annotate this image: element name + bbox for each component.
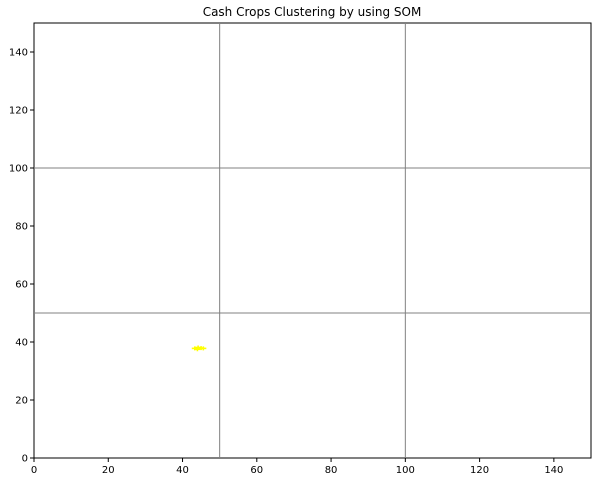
x-tick-label: 0: [31, 465, 37, 476]
grid-layer: [34, 23, 591, 458]
tick-layer: 0 20 40 60 80 100 120 140 0 20 40 60 80 100 120 140: [9, 48, 564, 477]
x-tick-label: 40: [176, 465, 189, 476]
plot-frame: [33, 22, 592, 459]
y-tick-label: 100: [9, 164, 28, 175]
scatter-point: [200, 346, 207, 351]
y-tick-label: 120: [9, 106, 28, 117]
x-tick-label: 20: [102, 465, 115, 476]
chart-title: Cash Crops Clustering by using SOM: [203, 5, 422, 19]
y-tick-label: 20: [15, 396, 28, 407]
y-tick-label: 0: [22, 454, 28, 465]
y-tick-label: 40: [15, 338, 28, 349]
x-tick-label: 140: [544, 465, 563, 476]
y-tick-label: 60: [15, 280, 28, 291]
y-tick-label: 140: [9, 48, 28, 59]
scatter-point: [194, 347, 201, 352]
marks-layer: [191, 345, 207, 352]
x-tick-label: 60: [250, 465, 263, 476]
y-tick-label: 80: [15, 222, 28, 233]
x-tick-label: 100: [396, 465, 415, 476]
x-tick-label: 80: [325, 465, 338, 476]
x-tick-label: 120: [470, 465, 489, 476]
